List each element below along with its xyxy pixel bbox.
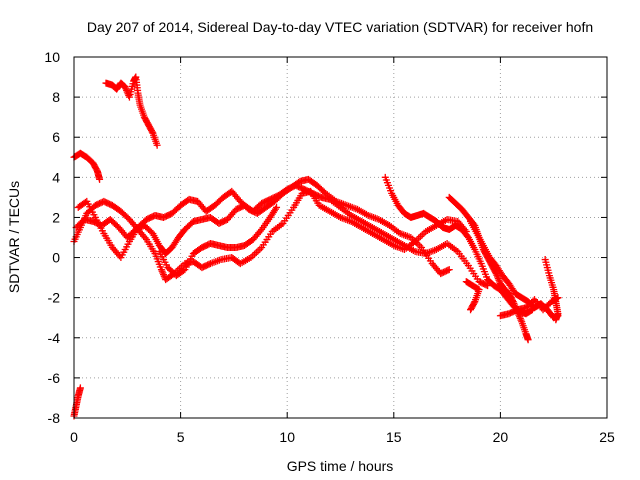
x-tick-label: 20 [493, 429, 509, 445]
plot-frame [73, 56, 608, 419]
y-tick-label: -4 [48, 330, 61, 346]
data-point [157, 266, 165, 274]
data-point [467, 306, 475, 314]
data-points [70, 73, 562, 420]
x-tick-label: 10 [279, 429, 295, 445]
data-point [76, 384, 84, 392]
data-point [516, 313, 524, 321]
data-point [508, 296, 516, 304]
y-tick-label: -6 [48, 370, 61, 386]
data-point [510, 299, 518, 307]
y-tick-label: -2 [48, 290, 61, 306]
data-point [511, 301, 519, 309]
data-point [254, 247, 262, 255]
series-arc-8 [381, 173, 536, 318]
series-arc-7 [155, 203, 281, 280]
x-axis-label: GPS time / hours [287, 458, 394, 474]
x-tick-label: 5 [177, 429, 185, 445]
data-point [484, 282, 492, 290]
chart-title: Day 207 of 2014, Sidereal Day-to-day VTE… [87, 19, 593, 35]
data-point [179, 267, 187, 275]
y-axis-label-group: SDTVAR / TECUs [6, 181, 22, 293]
data-point [517, 316, 525, 324]
data-point [141, 234, 149, 242]
x-tick-label: 0 [70, 429, 78, 445]
y-axis-label: SDTVAR / TECUs [6, 181, 22, 293]
y-tick-label: 10 [44, 49, 60, 65]
data-point [252, 249, 260, 257]
series-arc-5 [74, 175, 453, 278]
data-point [251, 250, 259, 258]
data-point [416, 242, 424, 250]
data-point [153, 141, 161, 149]
data-point [494, 273, 502, 281]
x-tick-label: 25 [599, 429, 615, 445]
data-point [509, 298, 517, 306]
y-tick-label: 4 [52, 169, 60, 185]
data-point [467, 304, 475, 312]
data-point [495, 276, 503, 284]
data-point [552, 316, 560, 324]
data-point [123, 86, 131, 94]
data-point [256, 245, 264, 253]
x-tick-label: 15 [386, 429, 402, 445]
y-tick-label: 2 [52, 209, 60, 225]
data-point [160, 271, 168, 279]
series-arc-13 [462, 278, 483, 314]
data-point [516, 314, 524, 322]
y-tick-label: 6 [52, 129, 60, 145]
data-point [256, 227, 264, 235]
data-point [96, 175, 104, 183]
data-point [482, 281, 490, 289]
data-point [148, 128, 156, 136]
series-arc-1 [102, 73, 161, 149]
data-point [205, 260, 213, 268]
data-point [121, 83, 129, 91]
data-point [125, 91, 133, 99]
series-arc-11 [496, 294, 562, 320]
data-point [418, 231, 426, 239]
data-point [158, 267, 166, 275]
y-tick-label: 0 [52, 250, 60, 266]
data-point [271, 205, 279, 213]
axis-ticks: 0 5 10 15 20 25 -8 -6 -4 -2 0 2 4 6 8 10 [44, 49, 615, 445]
series-arc-6 [72, 181, 492, 290]
data-point [524, 336, 532, 344]
y-tick-label: -8 [48, 410, 61, 426]
data-point [444, 266, 452, 274]
series-arc-4 [70, 187, 470, 284]
series-arc-3 [70, 384, 84, 420]
series-arc-9 [445, 193, 532, 344]
series-arc-2 [70, 149, 104, 183]
data-point [416, 232, 424, 240]
series-arc-12 [541, 256, 562, 324]
data-point [273, 203, 281, 211]
data-point [159, 269, 167, 277]
data-point [494, 275, 502, 283]
grid [74, 57, 607, 418]
data-point [445, 266, 453, 274]
y-tick-label: 8 [52, 89, 60, 105]
